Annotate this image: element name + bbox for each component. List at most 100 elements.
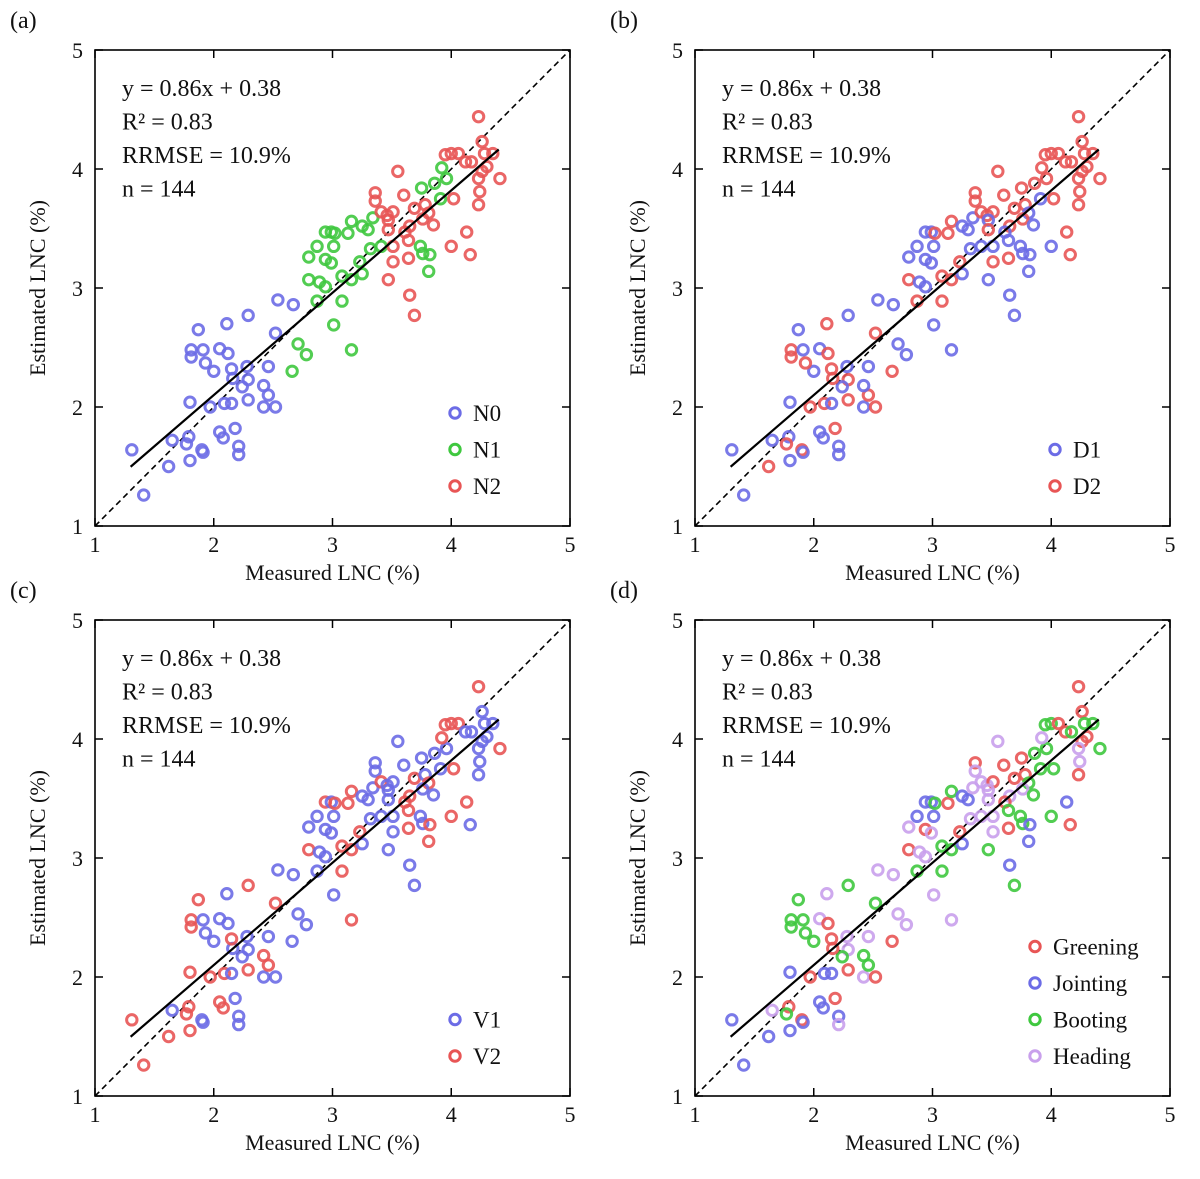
- data-point: [198, 356, 213, 370]
- data-point: [361, 222, 375, 237]
- data-point: [439, 171, 454, 186]
- data-point: [471, 679, 486, 694]
- data-point: [991, 164, 1005, 179]
- data-point: [1071, 679, 1086, 694]
- data-point: [291, 907, 305, 921]
- data-point: [1007, 878, 1022, 893]
- data-point: [1007, 308, 1022, 323]
- data-point: [381, 792, 396, 807]
- data-point: [165, 1003, 179, 1018]
- data-point: [426, 788, 441, 802]
- data-point: [783, 453, 797, 468]
- data-point: [326, 888, 341, 902]
- data-point: [824, 396, 839, 411]
- legend-label: Greening: [1053, 935, 1139, 960]
- data-point: [1059, 795, 1074, 809]
- stats-annotation: R² = 0.83: [722, 110, 813, 136]
- data-point: [228, 421, 242, 436]
- data-point: [828, 421, 842, 436]
- data-point: [1027, 176, 1042, 190]
- x-tick-label: 3: [327, 1102, 338, 1127]
- data-point: [268, 896, 283, 910]
- data-point: [779, 1007, 794, 1021]
- data-point: [953, 255, 967, 269]
- data-point: [1071, 768, 1086, 782]
- data-point: [407, 308, 422, 323]
- data-point: [203, 970, 217, 984]
- data-point: [831, 439, 846, 453]
- data-point: [353, 255, 367, 269]
- data-point: [224, 396, 239, 411]
- data-point: [891, 337, 905, 351]
- data-point: [179, 1007, 194, 1021]
- data-point: [856, 400, 871, 414]
- data-point: [765, 433, 779, 448]
- legend-marker: [448, 479, 462, 493]
- data-point: [183, 1023, 197, 1038]
- data-point: [1046, 192, 1061, 206]
- data-point: [821, 346, 835, 361]
- data-point: [966, 211, 980, 225]
- data-point: [783, 965, 797, 979]
- plot-frame: [94, 619, 571, 1097]
- data-point: [302, 820, 316, 834]
- data-point: [183, 453, 197, 468]
- data-point: [1013, 809, 1028, 824]
- data-point: [125, 443, 139, 457]
- stats-annotation: n = 144: [122, 747, 196, 773]
- data-point: [981, 222, 996, 237]
- data-point: [427, 746, 442, 760]
- data-point: [368, 764, 382, 778]
- data-point: [444, 716, 458, 731]
- data-point: [928, 796, 942, 810]
- data-point: [381, 842, 396, 857]
- data-point: [840, 929, 854, 944]
- data-point: [1007, 771, 1022, 785]
- data-point: [981, 272, 996, 287]
- data-point: [386, 255, 400, 269]
- data-point: [1021, 834, 1036, 849]
- stats-annotation: RRMSE = 10.9%: [122, 143, 291, 169]
- data-point: [473, 754, 487, 769]
- data-point: [1027, 746, 1042, 760]
- y-axis-title: Estimated LNC (%): [625, 200, 650, 376]
- data-point: [446, 192, 461, 206]
- stats-annotation: y = 0.86x + 0.38: [122, 646, 281, 672]
- data-point: [318, 850, 333, 864]
- stats-annotation: y = 0.86x + 0.38: [122, 76, 281, 102]
- data-point: [302, 250, 316, 264]
- data-point: [765, 1003, 779, 1018]
- legend-label: Booting: [1053, 1008, 1128, 1033]
- data-point: [1071, 171, 1086, 186]
- data-point: [968, 194, 982, 208]
- data-point: [310, 809, 324, 824]
- data-point: [868, 400, 883, 414]
- data-point: [477, 146, 492, 161]
- data-point: [968, 186, 982, 200]
- data-point: [1051, 146, 1066, 161]
- data-point: [861, 929, 876, 944]
- data-point: [1075, 134, 1089, 149]
- stats-annotation: R² = 0.83: [722, 680, 813, 706]
- data-point: [840, 359, 854, 374]
- data-point: [182, 1000, 196, 1014]
- data-point: [868, 326, 883, 340]
- data-point: [885, 934, 899, 948]
- legend-marker: [1028, 1049, 1042, 1063]
- data-point: [407, 771, 422, 785]
- data-point: [407, 201, 422, 215]
- data-point: [791, 892, 806, 907]
- data-point: [363, 812, 378, 826]
- y-tick-label: 3: [72, 846, 83, 871]
- data-point: [240, 929, 254, 944]
- y-axis-title: Estimated LNC (%): [25, 200, 50, 376]
- data-point: [299, 347, 314, 362]
- data-point: [291, 337, 305, 351]
- data-point: [816, 1001, 830, 1015]
- data-point: [1058, 155, 1073, 169]
- legend-marker: [448, 442, 462, 457]
- data-point: [401, 233, 416, 248]
- legend-marker: [1028, 939, 1042, 954]
- data-point: [841, 393, 855, 407]
- data-point: [796, 343, 810, 357]
